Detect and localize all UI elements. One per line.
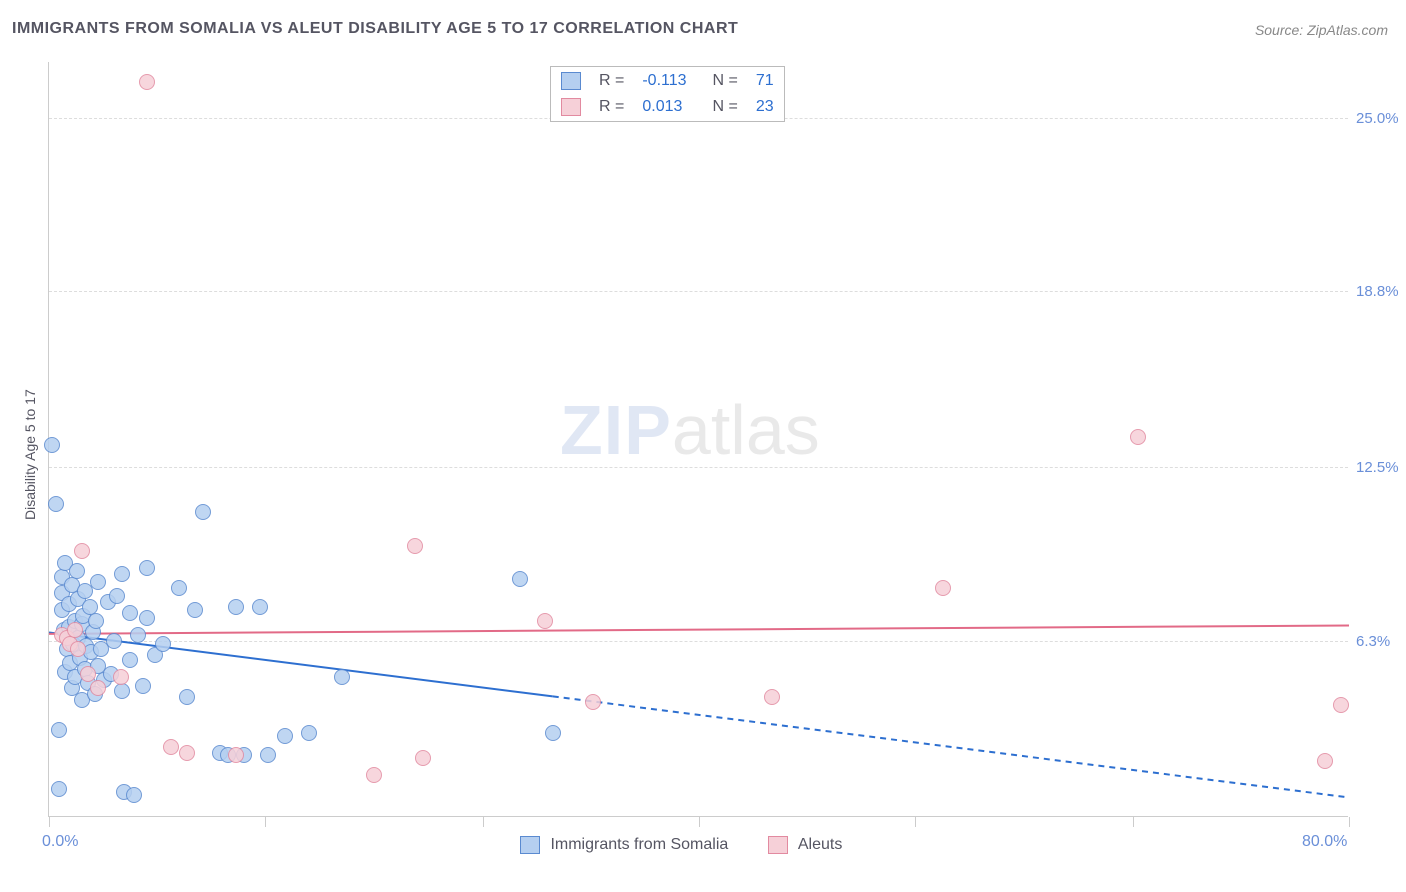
source-name: ZipAtlas.com: [1307, 22, 1388, 38]
x-tick-mark: [1349, 817, 1350, 827]
data-point-somalia: [135, 678, 151, 694]
data-point-somalia: [260, 747, 276, 763]
data-point-aleuts: [74, 543, 90, 559]
data-point-aleuts: [1333, 697, 1349, 713]
chart-container: IMMIGRANTS FROM SOMALIA VS ALEUT DISABIL…: [0, 0, 1406, 892]
legend-bottom-item-somalia: Immigrants from Somalia: [520, 836, 728, 853]
y-tick-label: 6.3%: [1356, 633, 1390, 650]
data-point-somalia: [90, 574, 106, 590]
data-point-aleuts: [113, 669, 129, 685]
legend-stats-box: R =-0.113N =71R =0.013N =23: [550, 66, 785, 122]
legend-N-value: 71: [748, 69, 782, 93]
legend-bottom-swatch-somalia: [520, 836, 540, 854]
data-point-aleuts: [1130, 429, 1146, 445]
trendlines-svg: [49, 62, 1349, 817]
data-point-somalia: [187, 602, 203, 618]
data-point-somalia: [122, 605, 138, 621]
data-point-aleuts: [67, 622, 83, 638]
data-point-aleuts: [537, 613, 553, 629]
source-attribution: Source: ZipAtlas.com: [1255, 22, 1388, 38]
legend-R-value: -0.113: [634, 69, 694, 93]
legend-stats-row-aleuts: R =0.013N =23: [553, 95, 782, 119]
legend-N-label: N =: [697, 95, 746, 119]
data-point-aleuts: [139, 74, 155, 90]
x-tick-mark: [915, 817, 916, 827]
gridline: [49, 291, 1348, 292]
data-point-somalia: [301, 725, 317, 741]
data-point-somalia: [88, 613, 104, 629]
data-point-aleuts: [764, 689, 780, 705]
data-point-somalia: [114, 566, 130, 582]
legend-bottom-swatch-aleuts: [768, 836, 788, 854]
plot-area: [48, 62, 1348, 817]
data-point-somalia: [252, 599, 268, 615]
x-tick-mark: [699, 817, 700, 827]
trendline-aleuts-solid: [49, 625, 1349, 633]
x-tick-mark: [49, 817, 50, 827]
data-point-somalia: [114, 683, 130, 699]
data-point-somalia: [106, 633, 122, 649]
data-point-somalia: [122, 652, 138, 668]
data-point-aleuts: [407, 538, 423, 554]
data-point-aleuts: [179, 745, 195, 761]
data-point-somalia: [155, 636, 171, 652]
legend-stats-table: R =-0.113N =71R =0.013N =23: [551, 67, 784, 121]
data-point-somalia: [334, 669, 350, 685]
legend-bottom-label: Immigrants from Somalia: [550, 836, 728, 853]
data-point-aleuts: [163, 739, 179, 755]
data-point-somalia: [51, 781, 67, 797]
legend-R-label: R =: [591, 95, 632, 119]
source-label: Source:: [1255, 22, 1303, 38]
data-point-aleuts: [935, 580, 951, 596]
data-point-somalia: [512, 571, 528, 587]
data-point-aleuts: [90, 680, 106, 696]
x-tick-mark: [265, 817, 266, 827]
data-point-somalia: [139, 610, 155, 626]
x-tick-mark: [1133, 817, 1134, 827]
data-point-somalia: [277, 728, 293, 744]
data-point-somalia: [228, 599, 244, 615]
y-tick-label: 18.8%: [1356, 283, 1399, 300]
data-point-somalia: [44, 437, 60, 453]
legend-bottom-item-aleuts: Aleuts: [768, 836, 842, 853]
data-point-somalia: [69, 563, 85, 579]
data-point-aleuts: [585, 694, 601, 710]
gridline: [49, 641, 1348, 642]
legend-bottom: Immigrants from Somalia Aleuts: [520, 836, 882, 854]
chart-title: IMMIGRANTS FROM SOMALIA VS ALEUT DISABIL…: [12, 20, 738, 38]
y-axis-label: Disability Age 5 to 17: [22, 389, 38, 520]
legend-bottom-label: Aleuts: [798, 836, 842, 853]
data-point-somalia: [179, 689, 195, 705]
legend-swatch-aleuts: [561, 98, 581, 116]
legend-swatch-somalia: [561, 72, 581, 90]
data-point-somalia: [51, 722, 67, 738]
data-point-somalia: [109, 588, 125, 604]
x-tick-label: 0.0%: [42, 833, 78, 851]
y-tick-label: 12.5%: [1356, 459, 1399, 476]
legend-stats-row-somalia: R =-0.113N =71: [553, 69, 782, 93]
data-point-somalia: [48, 496, 64, 512]
legend-R-value: 0.013: [634, 95, 694, 119]
legend-R-label: R =: [591, 69, 632, 93]
legend-N-value: 23: [748, 95, 782, 119]
legend-N-label: N =: [697, 69, 746, 93]
x-tick-mark: [483, 817, 484, 827]
data-point-somalia: [139, 560, 155, 576]
data-point-somalia: [195, 504, 211, 520]
gridline: [49, 467, 1348, 468]
data-point-aleuts: [366, 767, 382, 783]
data-point-somalia: [545, 725, 561, 741]
x-tick-label: 80.0%: [1302, 833, 1347, 851]
data-point-aleuts: [1317, 753, 1333, 769]
trendline-somalia-dashed: [553, 696, 1349, 797]
data-point-aleuts: [415, 750, 431, 766]
y-tick-label: 25.0%: [1356, 110, 1399, 127]
data-point-somalia: [171, 580, 187, 596]
data-point-somalia: [126, 787, 142, 803]
